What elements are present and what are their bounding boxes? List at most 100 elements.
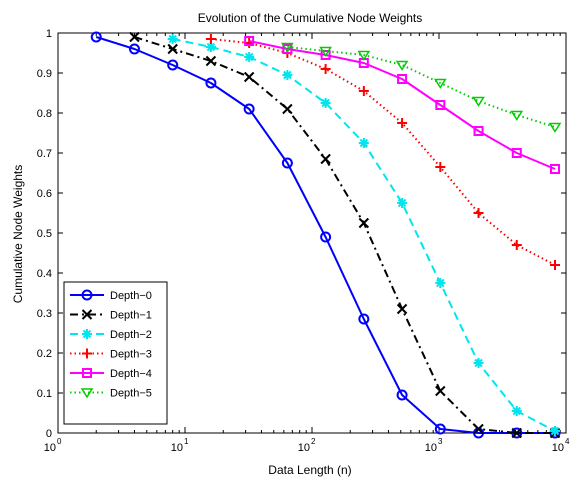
data-point-depth-1: [167, 43, 178, 55]
legend-label-depth-3: Depth−3: [110, 349, 152, 361]
series-line-depth-4: [248, 40, 556, 170]
legend-marker-depth-4: [82, 368, 92, 378]
data-point-depth-5: [319, 46, 332, 57]
legend-label-depth-0: Depth−0: [110, 290, 152, 302]
legend-marker-depth-5: [80, 388, 94, 399]
series-depth-2: [167, 34, 561, 436]
legend-marker-depth-1: [81, 309, 93, 320]
legend-marker-depth-3: [82, 348, 92, 359]
x-tick-label-exponent: 3: [438, 437, 443, 446]
data-point-depth-5: [281, 42, 294, 53]
y-axis-title: Cumulative Node Weights: [11, 165, 25, 304]
legend-entry-depth-1: Depth−1: [70, 309, 152, 322]
legend-entry-depth-0: Depth−0: [70, 289, 152, 302]
legend-entry-depth-2: Depth−2: [70, 329, 152, 341]
x-tick-label: 100: [44, 437, 62, 454]
x-tick-label-exponent: 4: [565, 437, 570, 446]
x-tick-label: 101: [171, 437, 189, 454]
data-point-depth-0: [396, 389, 408, 401]
x-tick-label-base: 10: [171, 442, 183, 454]
series-line-depth-3: [210, 38, 556, 266]
x-tick-label-base: 10: [552, 442, 564, 454]
data-point-depth-2: [358, 138, 369, 148]
x-tick-label-base: 10: [44, 442, 56, 454]
data-point-depth-4: [320, 50, 331, 60]
data-point-depth-4: [550, 164, 561, 174]
data-point-depth-0: [243, 103, 255, 115]
y-tick-label: 0.2: [37, 348, 52, 360]
data-point-depth-1: [129, 31, 140, 43]
data-point-depth-4: [244, 36, 255, 46]
x-axis-title: Data Length (n): [268, 463, 351, 477]
series-depth-5: [281, 42, 562, 133]
legend-label-depth-2: Depth−2: [110, 329, 152, 341]
legend-label-depth-1: Depth−1: [110, 310, 152, 322]
data-point-depth-2: [397, 198, 408, 208]
data-point-depth-2: [205, 42, 216, 52]
legend-entry-depth-3: Depth−3: [70, 348, 152, 361]
x-tick-label: 102: [298, 437, 316, 454]
y-tick-label: 0.5: [37, 228, 52, 240]
legend-label-depth-5: Depth−5: [110, 388, 152, 400]
y-tick-label: 0.9: [37, 68, 52, 80]
x-tick-label-base: 10: [425, 442, 437, 454]
data-point-depth-0: [90, 31, 102, 43]
y-tick-label: 0.4: [37, 268, 52, 280]
y-tick-label: 0: [46, 428, 52, 440]
data-point-depth-5: [357, 50, 371, 61]
y-tick-label: 0.8: [37, 108, 52, 120]
data-point-depth-5: [548, 122, 562, 133]
legend-entry-depth-4: Depth−4: [70, 368, 152, 380]
data-point-depth-4: [435, 100, 446, 110]
data-point-depth-4: [511, 148, 522, 158]
data-point-depth-2: [282, 70, 293, 80]
y-tick-label: 0.6: [37, 188, 52, 200]
data-point-depth-5: [395, 60, 409, 71]
series-line-depth-1: [134, 36, 555, 434]
data-point-depth-3: [511, 240, 522, 250]
data-point-depth-1: [511, 427, 522, 439]
data-point-depth-1: [473, 423, 484, 435]
data-point-depth-0: [205, 77, 217, 89]
data-point-depth-1: [435, 385, 446, 397]
series-depth-0: [90, 31, 561, 439]
data-point-depth-3: [205, 34, 216, 44]
data-point-depth-0: [128, 43, 140, 55]
data-point-depth-5: [472, 96, 485, 107]
data-point-depth-0: [434, 423, 446, 435]
data-point-depth-2: [320, 98, 331, 108]
data-point-depth-1: [358, 217, 370, 229]
legend-label-depth-4: Depth−4: [110, 368, 152, 380]
data-point-depth-2: [511, 406, 522, 416]
data-point-depth-3: [435, 162, 446, 172]
data-point-depth-3: [473, 208, 484, 218]
x-tick-label-exponent: 0: [57, 437, 62, 446]
data-point-depth-0: [358, 313, 370, 325]
data-point-depth-0: [167, 59, 179, 71]
data-point-depth-5: [510, 110, 524, 121]
data-point-depth-4: [473, 126, 484, 136]
data-point-depth-0: [320, 231, 332, 243]
chart-title: Evolution of the Cumulative Node Weights: [198, 11, 423, 25]
legend-marker-depth-0: [81, 289, 93, 301]
data-point-depth-1: [205, 55, 217, 67]
legend-entry-depth-5: Depth−5: [70, 388, 152, 400]
data-point-depth-3: [358, 86, 369, 96]
data-point-depth-3: [320, 64, 331, 74]
y-tick-label: 0.1: [37, 388, 52, 400]
data-point-depth-3: [397, 118, 408, 128]
series-line-depth-5: [287, 46, 556, 128]
data-point-depth-1: [282, 103, 293, 115]
data-point-depth-4: [282, 44, 293, 54]
data-point-depth-2: [244, 52, 255, 62]
data-point-depth-2: [167, 34, 178, 44]
y-tick-label: 0.3: [37, 308, 52, 320]
data-point-depth-3: [550, 260, 561, 270]
data-point-depth-2: [473, 358, 484, 368]
legend-box: [63, 281, 168, 425]
y-tick-label: 1: [46, 28, 52, 40]
y-tick-label: 0.7: [37, 148, 52, 160]
x-tick-label-exponent: 2: [311, 437, 316, 446]
